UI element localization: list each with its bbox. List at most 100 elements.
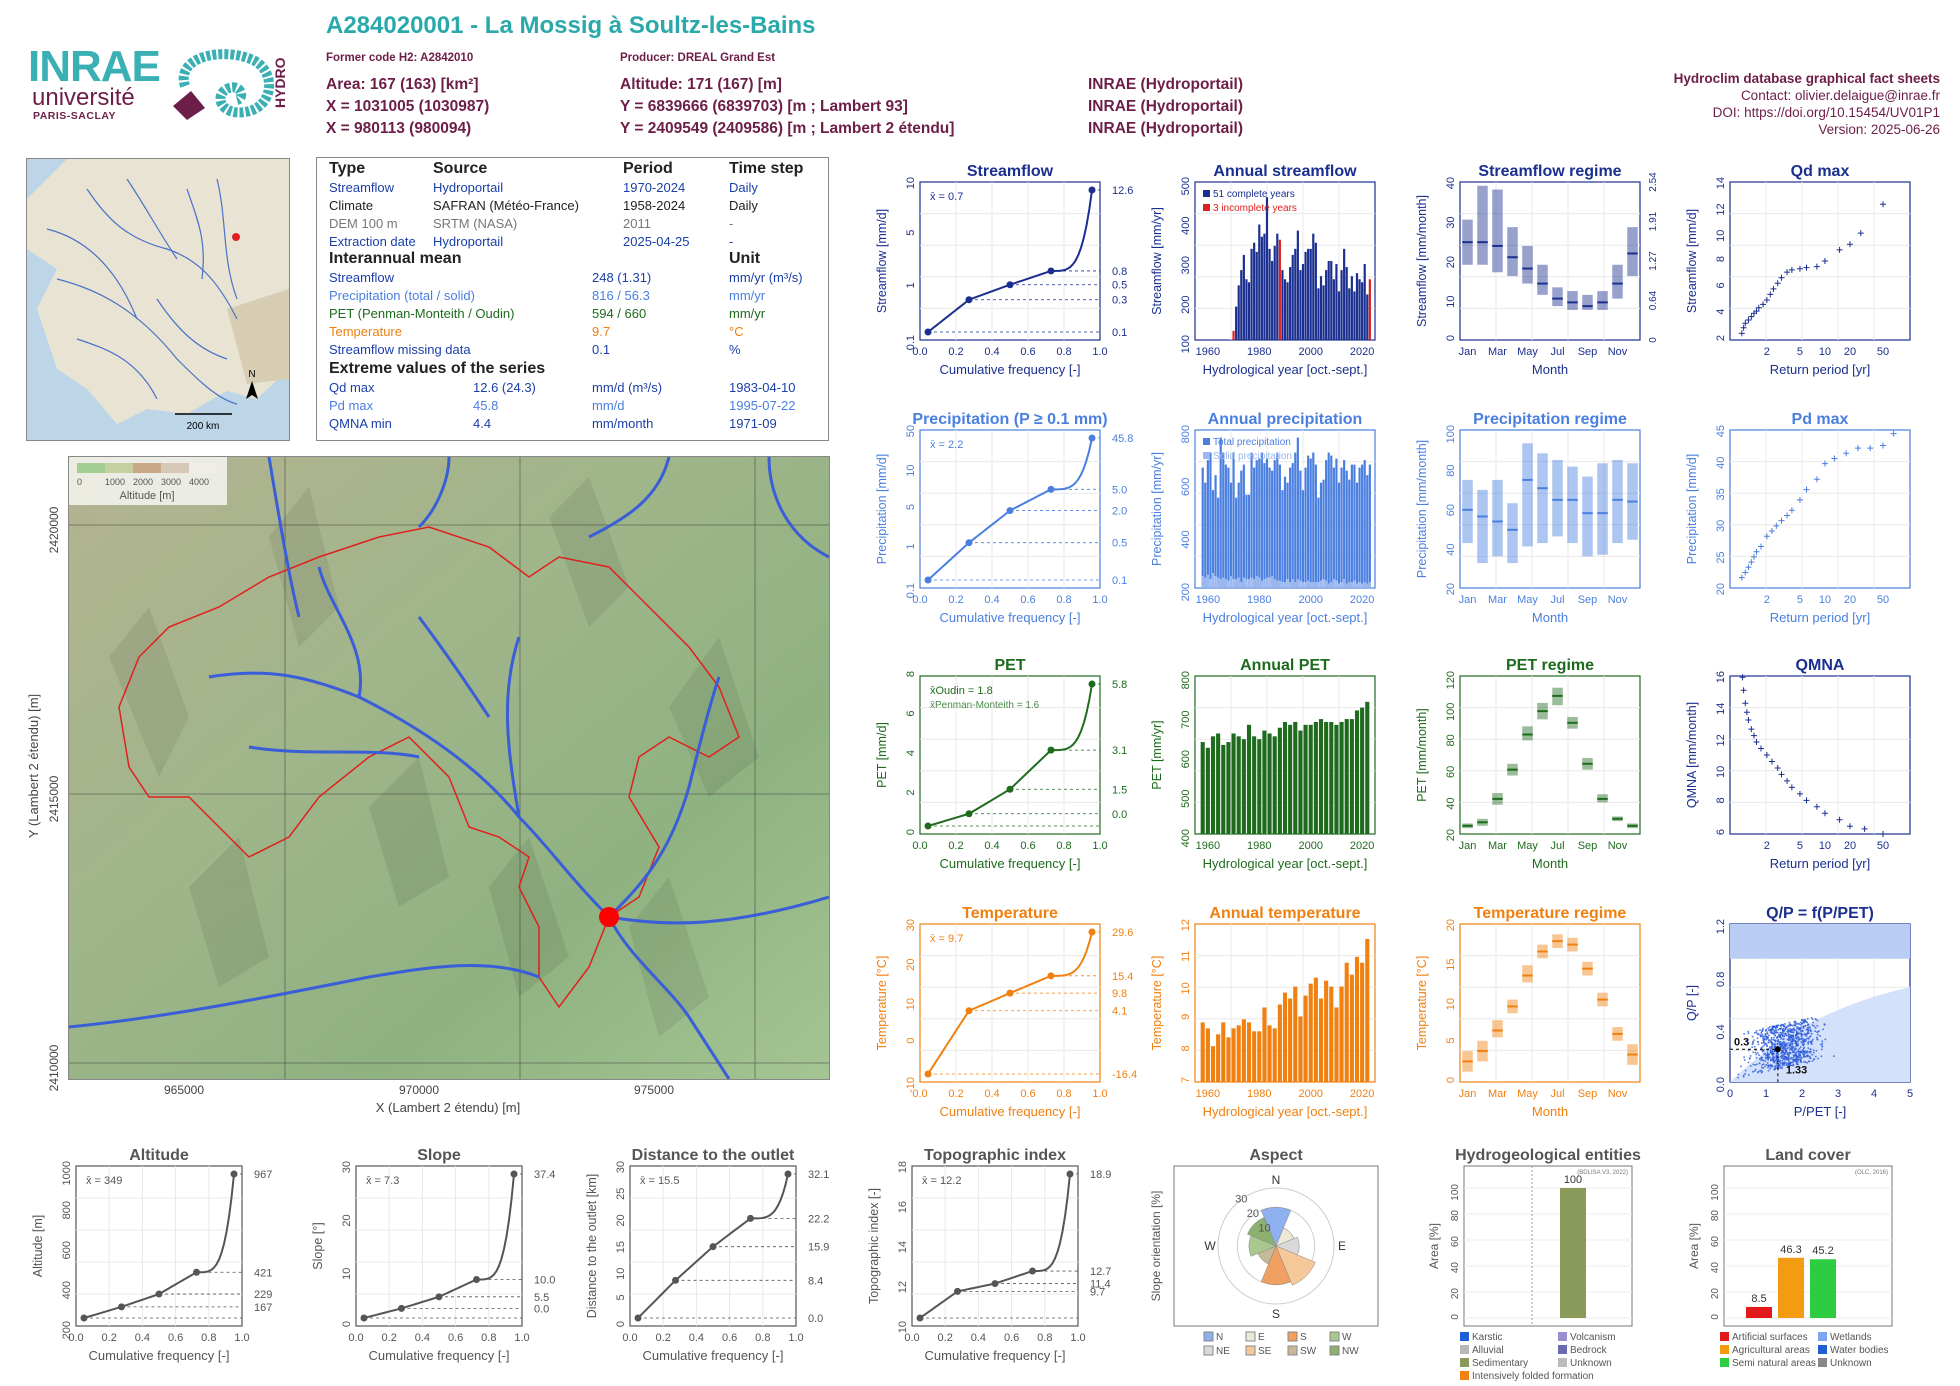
scatter-point: [1804, 1019, 1807, 1021]
y-tick: 600: [1180, 750, 1192, 768]
x-tick: 0.6: [1020, 840, 1035, 852]
data-point: [1821, 460, 1828, 467]
mean-unit: mm/yr: [729, 288, 766, 303]
plot-frame: [1459, 429, 1641, 589]
bar: [1314, 464, 1317, 588]
y-tick: 40: [1450, 1262, 1461, 1274]
scatter-point: [1789, 1029, 1792, 1032]
row-period: 1958-2024: [623, 198, 686, 213]
scatter-point: [1807, 1023, 1810, 1026]
scatter-point: [1792, 1063, 1795, 1066]
bar-solid: [1330, 581, 1333, 588]
legend-label: Agricultural areas: [1732, 1345, 1810, 1356]
scatter-point: [1788, 1023, 1791, 1026]
aspect-sector: [1260, 1245, 1292, 1285]
x-tick: 50: [1877, 594, 1889, 606]
right-tick: 8.4: [808, 1275, 823, 1287]
bar-solid: [1206, 574, 1209, 588]
x-tick: Nov: [1608, 346, 1628, 358]
right-tick: 1.5: [1112, 784, 1127, 796]
scatter-point: [1798, 1032, 1800, 1035]
right-tick: 0.3: [1112, 295, 1127, 307]
scatter-point: [1809, 1026, 1811, 1029]
bar: [1255, 251, 1258, 340]
x-tick: 1960: [1196, 1088, 1220, 1100]
bar: [1216, 1034, 1221, 1082]
data-point: [1753, 739, 1760, 746]
scatter-point: [1775, 1060, 1778, 1062]
x-tick: 1.0: [1092, 346, 1107, 358]
y-tick: 10: [1445, 998, 1457, 1010]
x-tick: 2000: [1298, 1088, 1322, 1100]
scatter-point: [1790, 1024, 1792, 1027]
right-tick: 5.5: [534, 1292, 549, 1304]
scatter-point: [1760, 1042, 1763, 1044]
bar: [1268, 467, 1271, 588]
scatter-point: [1789, 1027, 1791, 1030]
box: [1507, 227, 1518, 277]
y-tick: 0: [341, 1321, 353, 1327]
legend-swatch: [1329, 1345, 1340, 1356]
bar-solid: [1276, 580, 1279, 588]
scatter-point: [1779, 1047, 1782, 1049]
extreme-label: Qd max: [329, 380, 375, 395]
bar: [1283, 476, 1287, 588]
bar: [1247, 282, 1251, 340]
scatter-point: [1790, 1056, 1792, 1059]
plot-frame: [1729, 181, 1911, 341]
bar: [1309, 248, 1312, 340]
bar-solid: [1235, 578, 1238, 588]
row-period: 1970-2024: [623, 180, 686, 195]
scatter-point: [1808, 1032, 1810, 1034]
scatter-point: [1776, 1031, 1779, 1034]
legend-swatch: [1818, 1358, 1827, 1367]
y-tick: 30: [1445, 217, 1457, 229]
scatter-point: [1789, 1031, 1792, 1034]
data-point: [1774, 280, 1781, 287]
scatter-point: [1782, 1032, 1785, 1034]
bar: [1222, 452, 1225, 588]
scatter-point: [1793, 1024, 1795, 1027]
bar: [1343, 248, 1346, 340]
data-point: [1778, 274, 1785, 281]
scatter-point: [1803, 1039, 1806, 1042]
bar-solid: [1260, 580, 1263, 588]
bar: [1339, 721, 1344, 834]
scatter-point: [1776, 1042, 1779, 1045]
data-point: [1753, 548, 1760, 555]
scatter-point: [1800, 1041, 1803, 1043]
y-tick: -10: [905, 1077, 917, 1093]
x-tick: Mar: [1488, 346, 1507, 358]
scatter-point: [1773, 1068, 1775, 1071]
scatter-point: [1778, 1063, 1780, 1065]
scatter-point: [1785, 1034, 1787, 1036]
scatter-point: [1809, 1035, 1811, 1038]
data-point: [1821, 810, 1828, 817]
bar-solid: [1301, 581, 1305, 588]
plot-frame: [1459, 923, 1641, 1083]
right-tick: 10.0: [534, 1274, 555, 1286]
scatter-point: [1751, 1043, 1754, 1046]
x-axis-label: Hydrological year [oct.-sept.]: [1203, 856, 1368, 871]
source-3: INRAE (Hydroportail): [1088, 120, 1243, 137]
data-point: [1768, 758, 1775, 765]
y-tick: 10: [897, 1321, 909, 1333]
plot-frame: [1723, 1165, 1893, 1327]
x-tick: May: [1517, 1088, 1538, 1100]
scatter-point: [1805, 1052, 1808, 1054]
bar: [1232, 330, 1235, 340]
plot-frame: [1459, 181, 1641, 341]
scatter-point: [1795, 1061, 1798, 1064]
mean-label: Streamflow: [329, 270, 395, 285]
data-point: [1813, 263, 1820, 270]
scatter-point: [1782, 1028, 1785, 1030]
scatter-point: [1800, 1035, 1803, 1038]
x-tick: 1.0: [514, 1332, 529, 1344]
scatter-point: [1764, 1065, 1766, 1068]
scatter-point: [1788, 1060, 1790, 1062]
bar-solid: [1345, 583, 1348, 588]
scatter-point: [1809, 1029, 1812, 1032]
